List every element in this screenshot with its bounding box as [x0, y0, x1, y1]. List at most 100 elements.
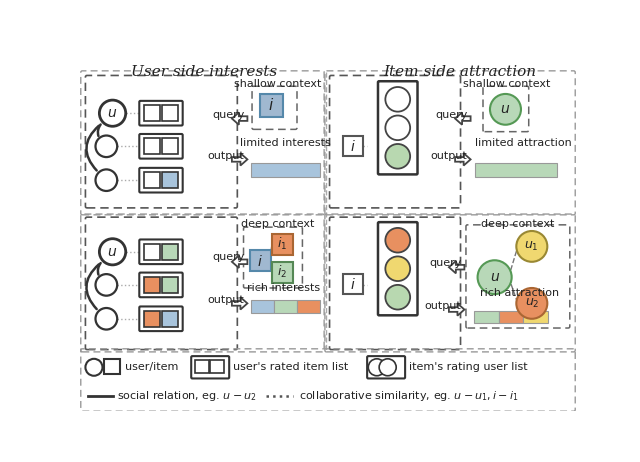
Bar — [143, 172, 160, 188]
Bar — [162, 172, 179, 188]
Bar — [343, 135, 363, 156]
Text: $i$: $i$ — [350, 277, 356, 292]
Polygon shape — [449, 261, 465, 274]
Bar — [195, 359, 209, 373]
Text: rich attraction: rich attraction — [480, 288, 559, 298]
Circle shape — [95, 135, 117, 157]
Text: item's rating user list: item's rating user list — [408, 362, 527, 372]
Bar — [297, 300, 320, 313]
Polygon shape — [449, 304, 465, 316]
Text: $i_1$: $i_1$ — [277, 236, 287, 252]
Polygon shape — [232, 153, 248, 165]
Text: $i$: $i$ — [350, 139, 356, 154]
Bar — [272, 234, 293, 255]
Bar — [499, 311, 524, 323]
Bar — [260, 94, 283, 117]
Circle shape — [95, 274, 117, 296]
Text: output: output — [431, 151, 467, 160]
Circle shape — [385, 285, 410, 310]
Text: user/item: user/item — [125, 362, 179, 372]
Bar — [143, 105, 160, 121]
Bar — [162, 310, 179, 327]
FancyBboxPatch shape — [140, 168, 182, 193]
Text: $u_1$: $u_1$ — [525, 240, 539, 253]
Polygon shape — [232, 297, 248, 310]
Text: User side interests: User side interests — [131, 66, 277, 79]
Text: deep context: deep context — [481, 219, 555, 229]
Text: $u$: $u$ — [108, 106, 118, 120]
Bar — [162, 244, 179, 260]
Bar — [162, 277, 179, 293]
Bar — [250, 300, 274, 313]
Circle shape — [385, 144, 410, 169]
Circle shape — [477, 260, 511, 294]
Text: $i$: $i$ — [257, 254, 262, 268]
Text: output: output — [424, 301, 461, 310]
Bar — [274, 300, 297, 313]
FancyBboxPatch shape — [140, 239, 182, 264]
Text: rich interests: rich interests — [247, 283, 321, 292]
Circle shape — [379, 359, 396, 376]
Circle shape — [385, 87, 410, 112]
Text: Item side attraction: Item side attraction — [383, 66, 536, 79]
Circle shape — [95, 308, 117, 329]
Text: $u$: $u$ — [108, 245, 118, 259]
FancyBboxPatch shape — [378, 222, 417, 315]
Bar — [162, 138, 179, 154]
Bar — [143, 310, 160, 327]
Text: collaborative similarity, eg. $u-u_1, i-i_1$: collaborative similarity, eg. $u-u_1, i-… — [298, 389, 518, 403]
Text: $i_2$: $i_2$ — [277, 264, 287, 280]
Text: shallow context: shallow context — [234, 79, 321, 89]
FancyBboxPatch shape — [140, 273, 182, 297]
FancyBboxPatch shape — [140, 134, 182, 158]
Text: user's rated item list: user's rated item list — [234, 362, 349, 372]
Circle shape — [516, 288, 547, 319]
Circle shape — [99, 239, 125, 265]
Text: limited interests: limited interests — [240, 138, 331, 148]
Polygon shape — [455, 112, 470, 125]
Bar — [343, 274, 363, 294]
Text: $u$: $u$ — [500, 103, 511, 116]
FancyBboxPatch shape — [140, 306, 182, 331]
FancyBboxPatch shape — [140, 101, 182, 126]
Bar — [143, 138, 160, 154]
Polygon shape — [232, 112, 248, 125]
Bar — [210, 359, 224, 373]
Text: output: output — [207, 295, 244, 305]
Bar — [143, 244, 160, 260]
Text: query: query — [212, 252, 244, 262]
Text: social relation, eg. $u-u_2$: social relation, eg. $u-u_2$ — [117, 389, 257, 403]
Text: limited attraction: limited attraction — [475, 138, 572, 148]
Bar — [250, 250, 271, 271]
Bar — [272, 262, 293, 283]
Text: query: query — [212, 110, 244, 121]
Circle shape — [385, 256, 410, 281]
Text: $u_2$: $u_2$ — [525, 297, 539, 310]
Polygon shape — [232, 255, 248, 268]
Bar — [162, 105, 179, 121]
FancyBboxPatch shape — [378, 81, 417, 174]
Circle shape — [368, 359, 385, 376]
Bar — [250, 163, 320, 177]
Bar — [104, 359, 120, 374]
FancyBboxPatch shape — [367, 356, 405, 378]
Bar — [524, 311, 548, 323]
Bar — [474, 311, 499, 323]
Bar — [476, 163, 557, 177]
Circle shape — [516, 231, 547, 262]
Text: deep context: deep context — [241, 219, 314, 229]
Circle shape — [85, 359, 102, 376]
Text: shallow context: shallow context — [463, 79, 550, 89]
Text: $u$: $u$ — [490, 270, 500, 284]
Circle shape — [490, 94, 521, 125]
Circle shape — [99, 100, 125, 126]
Text: output: output — [207, 151, 244, 160]
Circle shape — [385, 116, 410, 140]
Bar — [143, 277, 160, 293]
Text: $i$: $i$ — [268, 97, 275, 114]
FancyBboxPatch shape — [191, 356, 229, 378]
Circle shape — [385, 228, 410, 253]
Text: query: query — [435, 110, 467, 121]
Polygon shape — [455, 153, 470, 165]
Circle shape — [95, 170, 117, 191]
